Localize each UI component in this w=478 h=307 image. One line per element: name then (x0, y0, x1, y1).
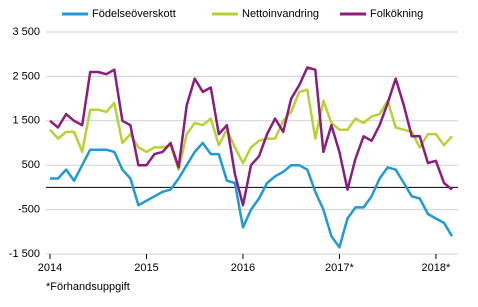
legend-label: Födelseöverskott (92, 8, 176, 20)
x-tick-label: 2018* (422, 262, 451, 274)
x-tick-label: 2016 (231, 262, 255, 274)
x-tick-label: 2017* (325, 262, 354, 274)
legend-label: Nettoinvandring (242, 8, 319, 20)
series-line (50, 141, 454, 249)
series-line (49, 88, 453, 171)
y-tick-label: 2 500 (12, 70, 40, 82)
y-tick-label: -500 (18, 204, 40, 216)
x-tick-label: 2015 (134, 262, 158, 274)
series-line (49, 66, 453, 207)
y-tick-label: 1 500 (12, 115, 40, 127)
y-tick-label: 3 500 (12, 26, 40, 38)
y-tick-label: 500 (22, 159, 40, 171)
y-tick-label: -1 500 (9, 248, 40, 260)
footnote: *Förhandsuppgift (46, 281, 130, 293)
legend-label: Folkökning (370, 8, 423, 20)
x-tick-label: 2014 (38, 262, 62, 274)
